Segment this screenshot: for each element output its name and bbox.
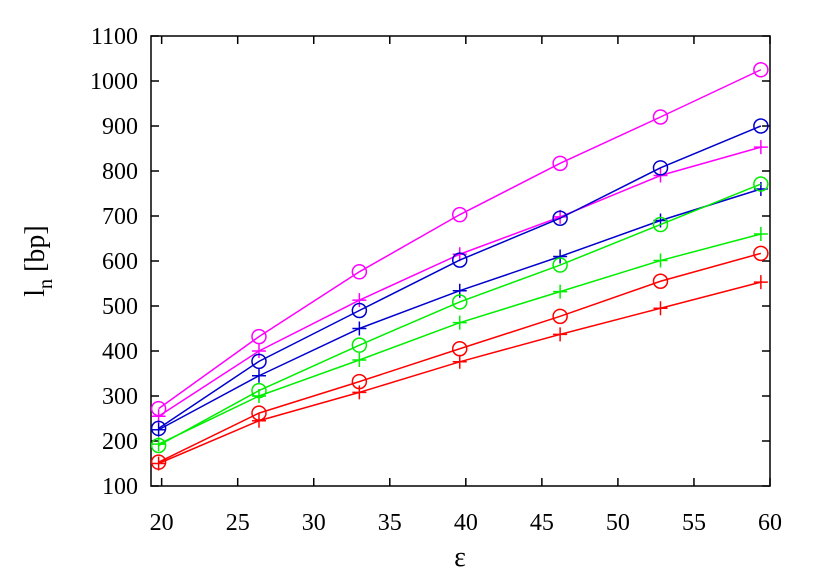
x-tick-label: 40 xyxy=(454,510,478,536)
data-point-plus xyxy=(553,209,568,224)
axis-ticks: 100 200 300 400 500 600 700 800 900 1000 1100 20 25 3… xyxy=(90,24,782,536)
data-point-plus xyxy=(251,389,266,403)
data-point-plus xyxy=(553,327,568,342)
data-point-circle xyxy=(552,210,568,226)
x-tick-label: 25 xyxy=(226,510,250,536)
data-point-circle xyxy=(552,257,568,273)
data-point-plus xyxy=(753,140,768,155)
series-1 xyxy=(150,62,769,417)
data-point-circle xyxy=(552,155,568,172)
data-point-plus xyxy=(151,422,166,437)
series-8 xyxy=(151,275,768,471)
x-tick-label: 55 xyxy=(682,510,706,536)
x-tick-label: 60 xyxy=(758,510,782,536)
data-point-circle xyxy=(351,264,368,280)
x-tick-label: 30 xyxy=(302,510,326,536)
y-axis-label-main: l xyxy=(20,289,51,297)
y-tick-label: 200 xyxy=(102,429,138,455)
y-tick-label: 1000 xyxy=(90,69,138,95)
data-point-circle xyxy=(652,273,669,289)
series-2 xyxy=(151,140,768,424)
data-point-plus xyxy=(352,293,367,308)
data-point-plus xyxy=(352,353,367,367)
series-4 xyxy=(151,182,768,437)
plot-frame xyxy=(150,35,771,487)
x-tick-label: 20 xyxy=(150,510,174,536)
data-point-circle xyxy=(251,353,267,370)
y-tick-label: 300 xyxy=(102,384,138,410)
series-line xyxy=(158,146,762,417)
series-line xyxy=(158,69,762,410)
data-point-plus xyxy=(352,385,367,400)
y-tick-label: 700 xyxy=(102,204,138,230)
data-point-plus xyxy=(452,315,467,330)
series-line xyxy=(158,233,762,445)
data-point-plus xyxy=(452,354,467,369)
data-point-plus xyxy=(753,275,768,290)
data-point-circle xyxy=(652,216,669,233)
y-tick-label: 600 xyxy=(102,249,138,275)
data-point-circle xyxy=(451,206,468,223)
data-point-plus xyxy=(653,301,668,316)
data-point-circle xyxy=(652,109,669,125)
x-axis-label: ε xyxy=(454,542,466,573)
data-point-circle xyxy=(251,328,267,345)
data-point-circle xyxy=(753,176,769,192)
data-point-circle xyxy=(652,160,669,176)
y-axis-label-subscript: n xyxy=(35,279,57,289)
data-point-plus xyxy=(753,227,768,241)
x-tick-label: 50 xyxy=(606,510,630,536)
y-axis-label: ln [bp] xyxy=(20,225,57,296)
x-tick-label: 45 xyxy=(530,510,554,536)
data-point-circle xyxy=(351,337,368,353)
data-point-plus xyxy=(352,321,367,336)
data-point-plus xyxy=(151,456,166,471)
series-line xyxy=(158,125,762,430)
x-tick-label: 35 xyxy=(378,510,402,536)
data-point-plus xyxy=(251,344,266,358)
y-tick-label: 900 xyxy=(102,114,138,140)
series-7 xyxy=(150,245,769,470)
series-layer xyxy=(150,62,769,471)
data-point-circle xyxy=(351,302,368,319)
series-6 xyxy=(151,227,768,452)
data-point-circle xyxy=(753,118,769,134)
series-line xyxy=(158,252,762,463)
y-tick-label: 500 xyxy=(102,294,138,320)
series-3 xyxy=(150,118,769,437)
y-tick-label: 400 xyxy=(102,339,138,365)
series-5 xyxy=(150,176,769,454)
y-tick-label: 1100 xyxy=(91,24,138,50)
data-point-plus xyxy=(553,284,568,299)
y-axis-label-unit: [bp] xyxy=(20,225,51,279)
data-point-circle xyxy=(451,252,468,268)
data-point-plus xyxy=(553,249,568,264)
data-point-circle xyxy=(552,308,568,325)
data-point-plus xyxy=(251,368,266,383)
y-tick-label: 800 xyxy=(102,159,138,185)
data-point-circle xyxy=(753,62,769,78)
data-point-plus xyxy=(151,437,166,452)
data-point-plus xyxy=(251,413,266,428)
y-tick-label: 100 xyxy=(102,474,138,500)
data-point-plus xyxy=(653,253,668,268)
data-point-circle xyxy=(753,245,769,262)
data-point-circle xyxy=(451,294,468,310)
series-line xyxy=(158,183,762,447)
